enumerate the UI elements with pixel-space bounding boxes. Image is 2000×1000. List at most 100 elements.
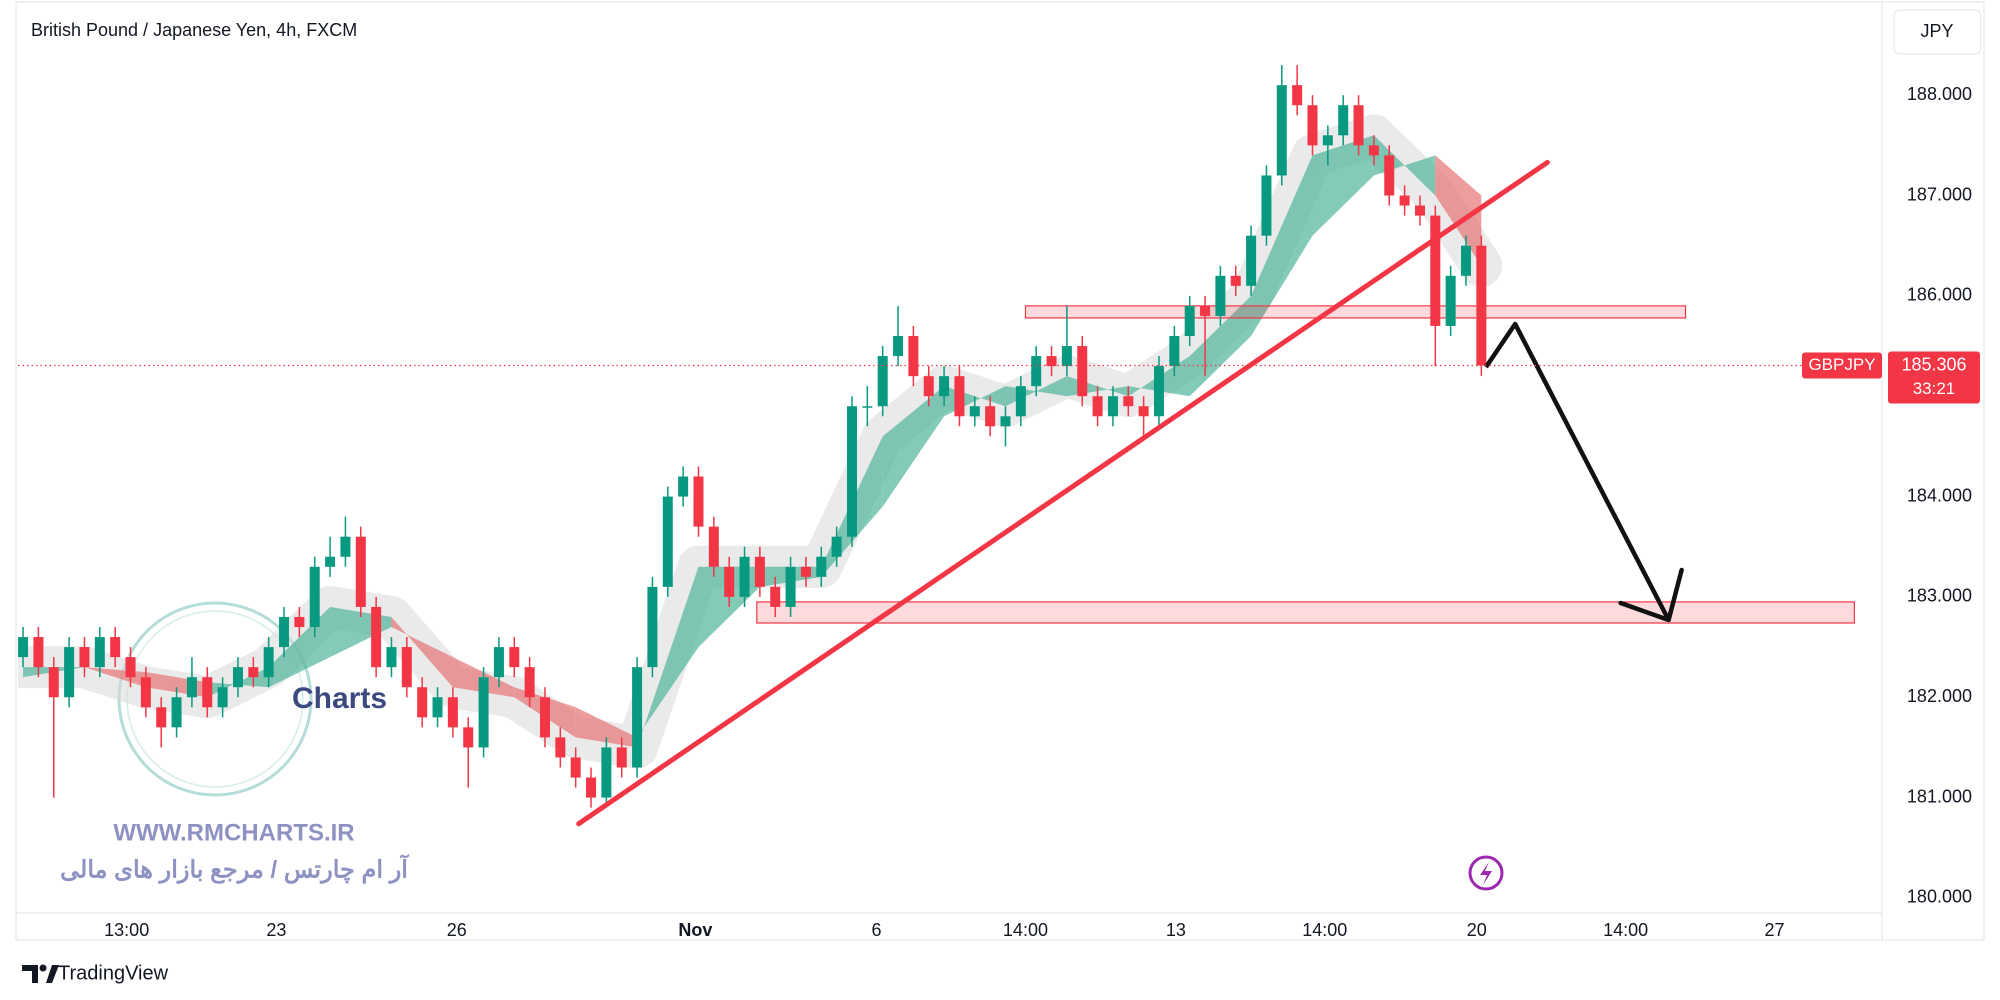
candle-body [493,647,504,678]
logo-mark [46,965,59,983]
candle-body [831,536,842,557]
candle-body [770,586,781,607]
candle-body [94,637,105,668]
candle-body [263,647,274,678]
candle-body [1031,356,1042,387]
candle-body [678,476,689,497]
candle-body [1230,275,1241,286]
symbol-label: GBPJPY [1808,355,1875,374]
candle-body [1169,336,1180,367]
candle-body [877,356,888,407]
support-zone [756,601,1855,624]
candle-body [1123,396,1134,407]
candle-body [294,616,305,628]
candle-body [1215,275,1226,316]
candle-body [708,526,719,567]
candle-body [48,667,59,698]
chart-frame [15,1,1985,941]
logo-mark [22,965,38,983]
x-tick-label: 13:00 [104,920,149,940]
candle-body [1046,356,1057,367]
candle-body [954,376,965,417]
candle-body [693,476,704,527]
candle-body [186,677,197,698]
candle-body [1000,416,1011,427]
candle-body [447,697,458,728]
candle-body [125,657,136,678]
x-tick-label: 14:00 [1603,920,1648,940]
ribbon-segment [1251,155,1313,337]
candle-body [202,677,213,708]
candle-body [33,637,44,668]
currency-label[interactable]: JPY [1920,21,1953,41]
plot-area [18,65,1855,827]
candle-body [1077,346,1088,397]
candle-body [800,566,811,577]
y-tick-label: 188.000 [1907,84,1972,104]
chart-title: British Pound / Japanese Yen, 4h, FXCM [31,20,357,40]
candle-body [1322,135,1333,146]
ribbon-segment [1373,135,1436,196]
candle-body [601,747,612,798]
candle-body [18,637,29,658]
footer-brand: TradingView [58,962,169,984]
alert-icon-ring[interactable] [1468,855,1504,891]
tradingview-logo: TradingView [22,962,169,984]
candle-body [939,376,950,397]
x-tick-label: 14:00 [1003,920,1048,940]
candle-body [539,697,550,738]
candle-body [1384,155,1395,196]
candle-body [1246,235,1257,286]
candle-body [647,586,658,668]
watermark-url: WWW.RMCHARTS.IR [113,819,354,846]
candle-body [754,556,765,587]
candle-body [1153,366,1164,417]
candle-body [1107,396,1118,417]
x-tick-label: 23 [266,920,286,940]
candle-body [1015,386,1026,417]
candle-body [140,677,151,708]
candle-body [1461,245,1472,276]
logo-mark [39,964,47,972]
last-price-label: 185.306 [1901,354,1966,374]
forecast-arrow-head [1618,567,1684,623]
ribbon-segment [207,667,269,698]
y-tick-label: 183.000 [1907,586,1972,606]
candle-body [1368,145,1379,156]
y-tick-label: 181.000 [1907,786,1972,806]
x-tick-label: 14:00 [1302,920,1347,940]
watermark-tagline: آر ام چارتس / مرجع بازار های مالی [60,853,409,884]
candle-body [570,757,581,778]
candle-body [463,727,474,748]
currency-button[interactable] [1893,9,1982,55]
candle-body [524,667,535,698]
support-zone [1024,305,1687,319]
candle-body [1200,305,1211,316]
candle-body [616,747,627,768]
candle-body [1261,175,1272,236]
y-tick-label: 184.000 [1907,485,1972,505]
watermark: Charts WWW.RMCHARTS.IR آر ام چارتس / مرج… [60,601,409,884]
candle-body [985,406,996,427]
candle-body [355,536,366,607]
candle-body [724,566,735,597]
x-tick-label: 13 [1166,920,1186,940]
trendline [576,159,1550,827]
candle-body [386,647,397,668]
alert-icon-bolt[interactable] [1480,862,1492,885]
x-tick-label: 27 [1765,920,1785,940]
candle-body [248,667,259,678]
candle-body [1061,346,1072,367]
candle-body [1184,305,1195,337]
x-tick-label: 6 [872,920,882,940]
candle-body [232,667,243,688]
candle-body [110,637,121,658]
candle-body [309,566,320,628]
candle-body [923,376,934,397]
symbol-badge [1802,352,1882,379]
candle-body [371,606,382,668]
alert-icon[interactable] [1468,855,1504,891]
x-tick-label: Nov [678,920,712,940]
y-tick-label: 186.000 [1907,285,1972,305]
